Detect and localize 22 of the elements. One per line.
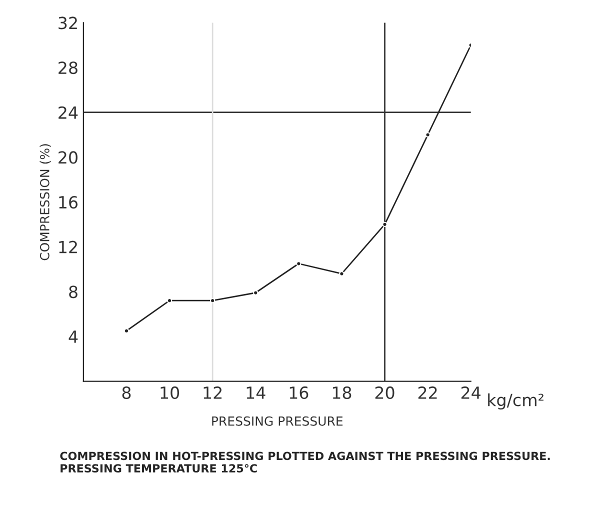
y-tick-label: 16 [59,196,78,209]
y-tick-label: 12 [59,240,77,254]
x-tick-label: 12 [204,386,222,399]
x-tick-label: 8 [122,386,131,400]
x-axis-title: PRESSING PRESSURE [212,416,343,426]
y-tick-label: 28 [58,62,78,74]
y-tick-label: 4 [68,330,78,343]
x-tick-label: 20 [375,386,394,400]
text: kg/cm² [488,393,544,410]
text: COMPRESSION IN HOT-PRESSING PLOTTED AGAINST THE PRESSING PRESSURE. PRESSING TEMPERATURE 125°C [60,452,550,473]
y-axis-title: COMPRESSION (%) [40,144,51,260]
y-tick-label: 8 [69,286,78,298]
y-tick-label: 20 [58,151,78,164]
x-tick-label: 16 [290,386,308,400]
y-tick-label: 32 [58,16,77,30]
y-tick-label: 24 [58,106,78,119]
x-tick-label: 14 [246,386,266,399]
x-tick-label: 24 [461,386,481,399]
x-tick-label: 18 [332,386,352,400]
x-tick-label: 10 [160,386,180,400]
x-tick-label: 22 [418,386,437,399]
point [210,298,216,304]
